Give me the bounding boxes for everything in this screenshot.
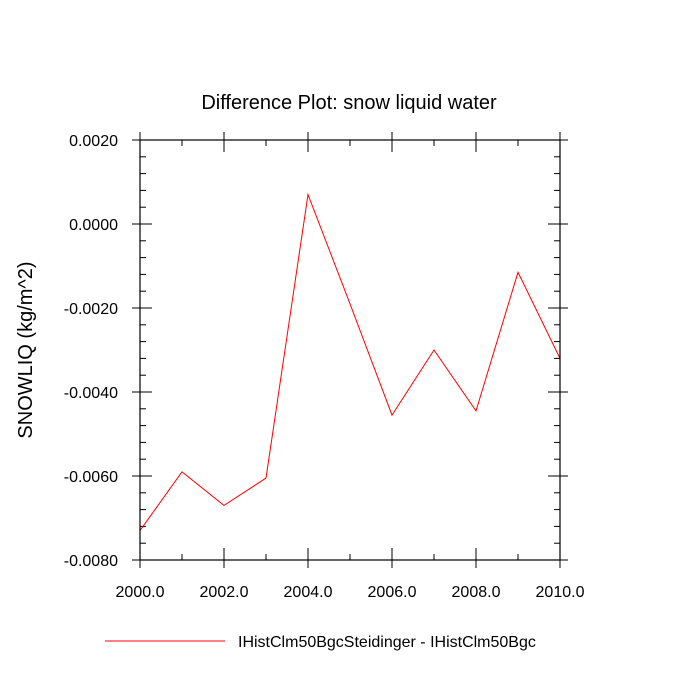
legend: IHistClm50BgcSteidinger - IHistClm50Bgc: [105, 634, 536, 651]
y-tick-label: -0.0040: [64, 385, 118, 402]
x-tick-label: 2004.0: [284, 584, 333, 601]
tick-labels: 2000.0 2002.0 2004.0 2006.0 2008.0 2010.0 0.00…: [64, 133, 585, 601]
x-tick-label: 2000.0: [116, 584, 165, 601]
axis-ticks: [132, 132, 568, 568]
y-axis-label: SNOWLIQ (kg/m^2): [15, 261, 37, 438]
chart-title: Difference Plot: snow liquid water: [201, 92, 497, 114]
x-tick-label: 2002.0: [200, 584, 249, 601]
y-tick-label: 0.0000: [69, 217, 118, 234]
series-line: [139, 192, 561, 531]
y-tick-label: 0.0020: [69, 133, 118, 150]
y-tick-label: -0.0060: [64, 469, 118, 486]
plot-frame: [139, 139, 561, 561]
y-tick-label: -0.0020: [64, 301, 118, 318]
y-tick-label: -0.0080: [64, 553, 118, 570]
x-tick-label: 2006.0: [368, 584, 417, 601]
x-tick-label: 2010.0: [536, 584, 585, 601]
x-tick-label: 2008.0: [452, 584, 501, 601]
legend-label: IHistClm50BgcSteidinger - IHistClm50Bgc: [238, 634, 536, 651]
series-lines: [139, 192, 561, 531]
